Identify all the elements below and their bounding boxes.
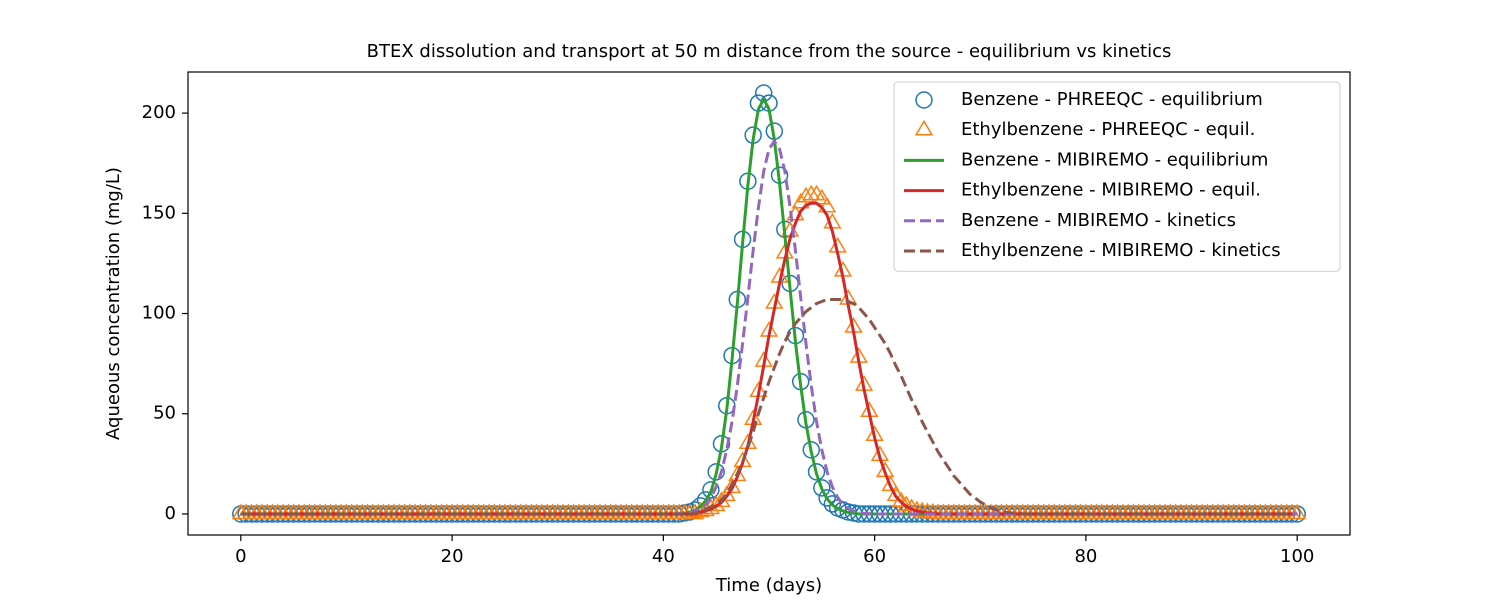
marker (1288, 503, 1307, 520)
marker (807, 463, 826, 481)
legend-label: Ethylbenzene - PHREEQC - equil. (961, 119, 1255, 140)
x-tick-label: 40 (652, 546, 675, 567)
x-tick-label: 100 (1280, 546, 1314, 567)
marker (717, 485, 736, 502)
y-tick-label: 50 (153, 403, 176, 424)
legend-box (893, 81, 1341, 272)
x-tick-label: 60 (863, 546, 886, 567)
x-tick-label: 80 (1074, 546, 1097, 567)
y-tick-label: 150 (142, 202, 176, 223)
legend-label: Ethylbenzene - MIBIREMO - kinetics (961, 240, 1281, 261)
chart-title: BTEX dissolution and transport at 50 m d… (367, 41, 1172, 62)
marker (817, 196, 837, 213)
marker (702, 481, 720, 499)
y-tick-label: 200 (142, 102, 176, 123)
legend-label: Benzene - MIBIREMO - equilibrium (961, 149, 1268, 170)
marker (886, 485, 905, 502)
marker (818, 489, 836, 507)
marker (914, 119, 934, 136)
x-axis-label: Time (days) (715, 575, 822, 596)
marker (796, 186, 816, 203)
legend-label: Benzene - PHREEQC - equilibrium (961, 89, 1263, 110)
y-tick-label: 0 (165, 503, 176, 524)
plot-frame (187, 71, 1351, 536)
marker (812, 188, 831, 205)
marker (813, 479, 831, 497)
x-tick-label: 0 (235, 546, 246, 567)
marker (915, 91, 933, 109)
marker (823, 495, 842, 513)
marker (881, 475, 900, 492)
legend-label: Benzene - MIBIREMO - kinetics (961, 210, 1236, 231)
legend-label: Ethylbenzene - MIBIREMO - equil. (961, 180, 1261, 201)
y-axis-label: Aqueous concentration (mg/L) (103, 167, 124, 440)
marker (722, 477, 742, 494)
x-tick-label: 20 (441, 546, 464, 567)
y-tick-label: 100 (142, 303, 176, 324)
series-line (240, 297, 1287, 516)
marker (707, 463, 725, 481)
legend: Benzene - PHREEQC - equilibrium Ethylbenz… (893, 81, 1341, 272)
